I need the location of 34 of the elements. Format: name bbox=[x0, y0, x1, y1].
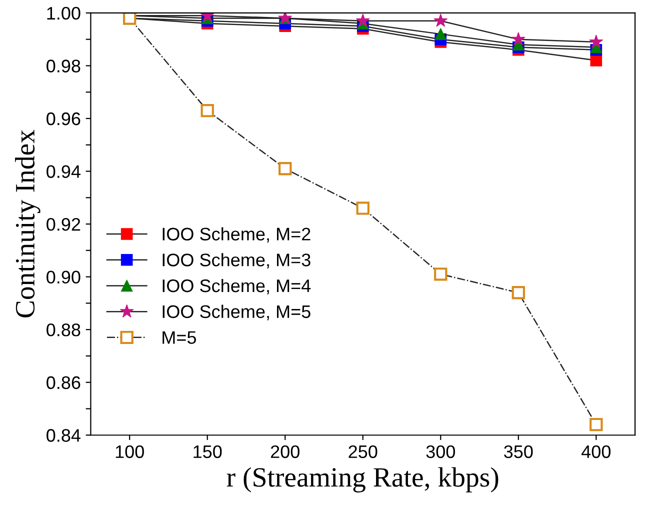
x-tick-label: 250 bbox=[348, 445, 378, 458]
y-tick-label: 1.00 bbox=[47, 6, 80, 20]
y-axis-title: Continuity Index bbox=[15, 130, 40, 318]
point bbox=[356, 14, 370, 27]
point bbox=[200, 104, 214, 118]
point bbox=[434, 28, 447, 40]
legend-label: IOO Scheme, M=3 bbox=[162, 253, 310, 268]
legend-label: M=5 bbox=[162, 331, 196, 344]
x-tick-label: 150 bbox=[194, 445, 222, 458]
point bbox=[512, 286, 525, 300]
point bbox=[434, 268, 448, 281]
y-tick-label: 0.88 bbox=[46, 324, 80, 336]
x-tick-label: 100 bbox=[116, 445, 144, 458]
y-tick-label: 0.86 bbox=[46, 376, 80, 390]
y-tick-label: 0.90 bbox=[46, 270, 80, 284]
x-tick-label: 400 bbox=[582, 445, 611, 458]
point bbox=[511, 32, 526, 46]
legend-label: IOO Scheme, M=2 bbox=[162, 227, 310, 243]
x-tick-label: 200 bbox=[270, 445, 300, 458]
point bbox=[278, 162, 292, 176]
y-tick-label: 0.98 bbox=[46, 60, 80, 72]
x-tick-label: 300 bbox=[426, 445, 455, 458]
y-tick-label: 0.92 bbox=[46, 218, 80, 231]
y-tick-label: 0.84 bbox=[46, 429, 80, 442]
y-tick-label: 0.94 bbox=[46, 165, 80, 178]
point bbox=[589, 34, 604, 48]
y-tick-label: 0.96 bbox=[46, 112, 80, 126]
legend-label: IOO Scheme, M=5 bbox=[162, 304, 310, 320]
point bbox=[434, 14, 448, 27]
point bbox=[356, 202, 370, 215]
legend-label: IOO Scheme, M=4 bbox=[162, 278, 311, 294]
x-tick-label: 350 bbox=[504, 445, 533, 458]
x-axis-title: r (Streaming Rate, kbps) bbox=[226, 467, 498, 492]
point bbox=[590, 418, 603, 432]
